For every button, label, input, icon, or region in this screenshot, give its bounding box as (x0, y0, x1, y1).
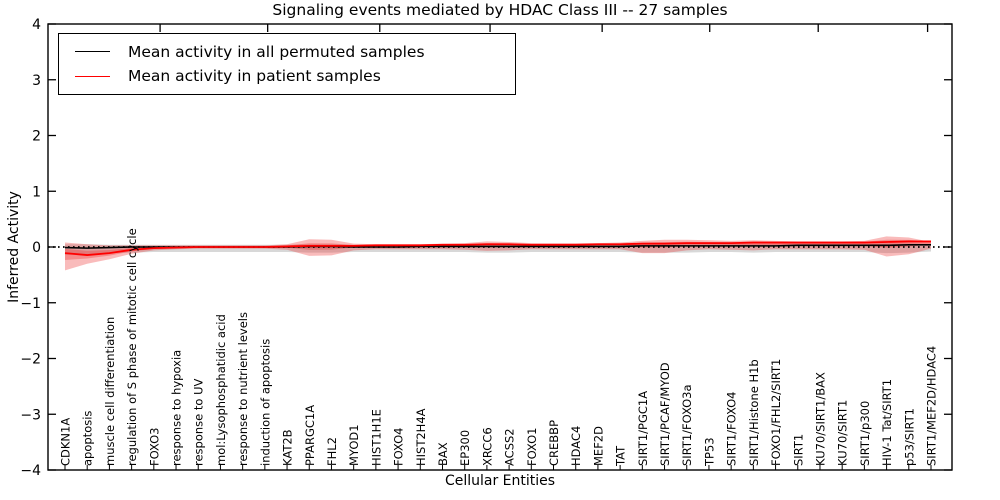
chart-title: Signaling events mediated by HDAC Class … (272, 1, 728, 19)
x-category-label: SIRT1/FOXO4 (725, 391, 739, 466)
x-category-label: induction of apoptosis (258, 339, 272, 466)
x-category-label: SIRT1/p300 (858, 401, 872, 466)
x-category-label: p53/SIRT1 (902, 408, 916, 466)
y-tick-label: −3 (20, 407, 41, 423)
x-category-label: SIRT1/FOXO3a (680, 384, 694, 466)
x-category-label: regulation of S phase of mitotic cell cy… (125, 228, 139, 466)
y-tick-label: 2 (32, 129, 41, 145)
x-category-label: FOXO1 (525, 428, 539, 466)
legend-entry-permuted: Mean activity in all permuted samples (59, 43, 515, 61)
x-category-label: response to nutrient levels (236, 312, 250, 466)
legend-line-red-icon (75, 75, 110, 77)
legend: Mean activity in all permuted samples Me… (58, 33, 516, 95)
x-category-label: SIRT1/MEF2D/HDAC4 (925, 346, 939, 466)
x-category-label: MEF2D (591, 426, 605, 466)
x-category-label: SIRT1/PGC1A (636, 391, 650, 466)
y-tick-label: 1 (32, 184, 41, 200)
x-category-label: EP300 (458, 430, 472, 466)
x-category-label: FOXO1/FHL2/SIRT1 (769, 359, 783, 466)
patient-std-band-core (65, 239, 931, 261)
y-tick-label: 0 (32, 240, 41, 256)
x-category-label: KU70/SIRT1/BAX (813, 372, 827, 466)
patient-mean-line (64, 240, 931, 256)
x-category-label: response to UV (192, 378, 206, 466)
x-category-label: HIST2H4A (414, 408, 428, 466)
y-tick-label: 4 (32, 17, 41, 33)
x-category-label: response to hypoxia (170, 350, 184, 466)
x-category-label: PPARGC1A (303, 405, 317, 466)
x-category-label: SIRT1/Histone H1b (747, 359, 761, 466)
x-category-label: HDAC4 (569, 426, 583, 466)
legend-label-patient: Mean activity in patient samples (128, 67, 381, 86)
x-category-label: TAT (614, 445, 628, 467)
patient-std-band (65, 236, 931, 271)
x-category-label: TP53 (702, 437, 716, 467)
x-category-label: CREBBP (547, 420, 561, 466)
x-category-label: FOXO3 (147, 428, 161, 466)
x-category-label: apoptosis (81, 411, 95, 466)
x-category-label: BAX (436, 442, 450, 466)
x-category-label: FHL2 (325, 437, 339, 466)
legend-line-black-icon (75, 51, 110, 53)
x-category-label: KAT2B (281, 429, 295, 466)
x-category-label: SIRT1/PCAF/MYOD (658, 362, 672, 466)
x-axis-label: Cellular Entities (444, 473, 556, 489)
x-category-label: CDKN1A (59, 418, 73, 466)
y-tick-label: −1 (20, 296, 41, 312)
x-category-label: FOXO4 (392, 428, 406, 466)
x-category-label: ACSS2 (503, 428, 517, 466)
x-category-label: muscle cell differentiation (103, 317, 117, 466)
x-category-label: XRCC6 (480, 427, 494, 466)
x-category-label: HIV-1 Tat/SIRT1 (880, 379, 894, 466)
x-category-label: MYOD1 (347, 424, 361, 466)
x-category-label: HIST1H1E (369, 409, 383, 466)
x-category-label: KU70/SIRT1 (836, 400, 850, 466)
y-tick-label: −4 (20, 463, 41, 479)
legend-label-permuted: Mean activity in all permuted samples (128, 42, 425, 61)
y-tick-label: −2 (20, 352, 41, 368)
y-tick-label: 3 (32, 73, 41, 89)
x-category-label: mol:Lysophosphatidic acid (214, 314, 228, 466)
legend-entry-patient: Mean activity in patient samples (59, 67, 515, 85)
x-category-label: SIRT1 (791, 434, 805, 466)
